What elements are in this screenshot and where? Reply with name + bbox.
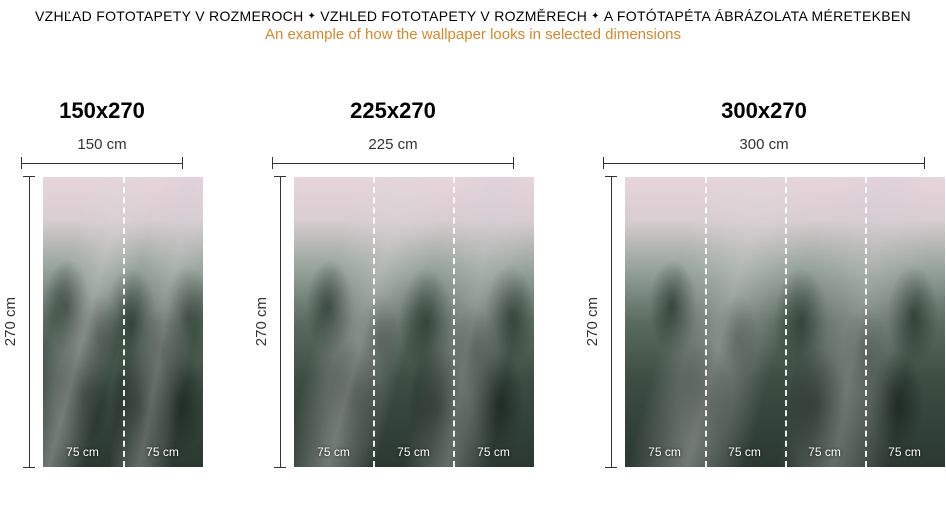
width-indicator [273, 157, 513, 171]
strip-label: 75 cm [785, 445, 865, 459]
height-section: 270 cm [2, 177, 37, 467]
strip-labels: 75 cm 75 cm 75 cm [294, 445, 534, 459]
header-hu: A FOTÓTAPÉTA ÁBRÁZOLATA MÉRETEKBEN [604, 8, 911, 24]
panel-300x270: 300x270 300 cm 270 cm 75 cm 75 cm 75 cm … [584, 98, 945, 467]
height-indicator [274, 177, 288, 467]
strip-label: 75 cm [705, 445, 785, 459]
header-cz: VZHLED FOTOTAPETY V ROZMĚRECH [320, 8, 587, 24]
height-label: 270 cm [584, 297, 601, 346]
panel-150x270: 150x270 150 cm 270 cm 75 cm 75 cm [2, 98, 203, 467]
header-multilang: VZHĽAD FOTOTAPETY V ROZMEROCH ✦ VZHLED F… [0, 8, 946, 24]
strip-labels: 75 cm 75 cm [43, 445, 203, 459]
strip-label: 75 cm [625, 445, 705, 459]
header-sk: VZHĽAD FOTOTAPETY V ROZMEROCH [35, 8, 304, 24]
width-indicator [22, 157, 182, 171]
header-en: An example of how the wallpaper looks in… [0, 26, 946, 43]
strip-label: 75 cm [123, 445, 203, 459]
strip-label: 75 cm [294, 445, 374, 459]
height-label: 270 cm [2, 297, 19, 346]
strip-divider [453, 177, 455, 467]
panel-body: 270 cm 75 cm 75 cm [2, 177, 203, 467]
strip-label: 75 cm [865, 445, 945, 459]
height-label: 270 cm [253, 297, 270, 346]
wallpaper-preview: 75 cm 75 cm 75 cm [294, 177, 534, 467]
strip-label: 75 cm [43, 445, 123, 459]
strip-divider [705, 177, 707, 467]
strip-labels: 75 cm 75 cm 75 cm 75 cm [625, 445, 945, 459]
panel-225x270: 225x270 225 cm 270 cm 75 cm 75 cm 75 cm [253, 98, 534, 467]
size-title: 150x270 [59, 98, 145, 124]
panel-body: 270 cm 75 cm 75 cm 75 cm 75 cm [584, 177, 945, 467]
strip-divider [123, 177, 125, 467]
strip-divider [785, 177, 787, 467]
strip-divider [373, 177, 375, 467]
fog-overlay [294, 177, 534, 467]
height-indicator [605, 177, 619, 467]
sparkle-icon: ✦ [308, 11, 317, 22]
panels-row: 150x270 150 cm 270 cm 75 cm 75 cm 225x27… [0, 98, 946, 467]
height-section: 270 cm [253, 177, 288, 467]
height-indicator [23, 177, 37, 467]
width-label: 150 cm [77, 136, 126, 153]
sparkle-icon: ✦ [591, 11, 600, 22]
strip-label: 75 cm [374, 445, 454, 459]
panel-body: 270 cm 75 cm 75 cm 75 cm [253, 177, 534, 467]
strip-label: 75 cm [454, 445, 534, 459]
strip-divider [865, 177, 867, 467]
size-title: 300x270 [721, 98, 807, 124]
size-title: 225x270 [350, 98, 436, 124]
width-label: 300 cm [739, 136, 788, 153]
wallpaper-preview: 75 cm 75 cm 75 cm 75 cm [625, 177, 945, 467]
width-indicator [604, 157, 924, 171]
width-label: 225 cm [368, 136, 417, 153]
header: VZHĽAD FOTOTAPETY V ROZMEROCH ✦ VZHLED F… [0, 0, 946, 43]
height-section: 270 cm [584, 177, 619, 467]
wallpaper-preview: 75 cm 75 cm [43, 177, 203, 467]
